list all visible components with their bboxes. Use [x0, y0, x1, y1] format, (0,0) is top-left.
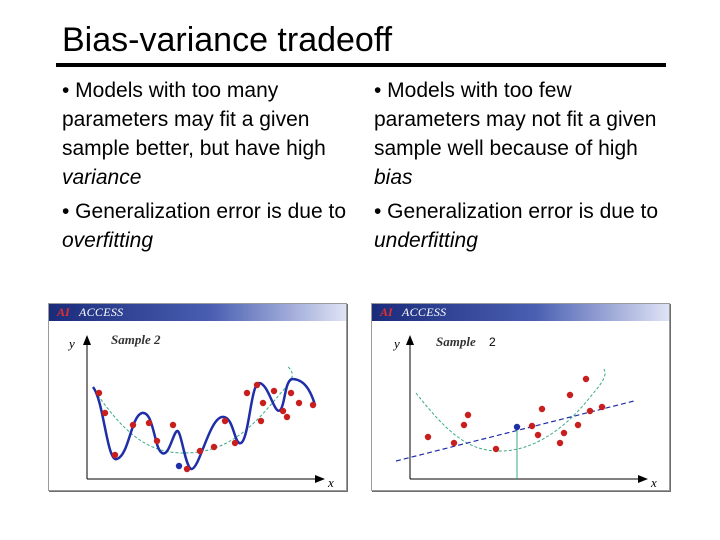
overfitting-figure: AI ACCESS y x Sample 2 — [48, 303, 347, 491]
data-point — [259, 399, 267, 407]
data-point — [598, 403, 606, 411]
linear-fit — [395, 400, 635, 462]
true-curve — [415, 368, 606, 452]
data-point — [309, 401, 317, 409]
figure-title-bar: AI ACCESS — [49, 304, 346, 321]
right-bullet-1: • Models with too few parameters may not… — [374, 79, 657, 189]
data-point — [556, 439, 564, 447]
sample-label: Sample 2 — [111, 332, 161, 347]
left-bullet-1: • Models with too many parameters may fi… — [62, 79, 326, 189]
data-point — [243, 389, 251, 397]
data-point — [560, 429, 568, 437]
data-point — [534, 431, 542, 439]
left-text-column: • Models with too many parameters may fi… — [62, 76, 362, 255]
true-curve — [94, 365, 293, 454]
access-logo: ACCESS — [402, 305, 447, 319]
data-point — [183, 465, 191, 473]
data-point — [221, 417, 229, 425]
highlight-point — [175, 462, 183, 470]
data-point — [450, 439, 458, 447]
ai-logo: AI — [57, 305, 70, 319]
data-point — [257, 417, 265, 425]
data-point — [111, 451, 119, 459]
data-point — [270, 387, 278, 395]
sample-number: 2 — [489, 335, 496, 349]
slide-title: Bias-variance tradeoff — [62, 21, 393, 59]
data-point — [210, 443, 218, 451]
data-point — [460, 421, 468, 429]
x-axis-label: x — [327, 475, 334, 490]
underfitting-plot: y x Sample 2 — [392, 334, 657, 490]
data-point — [464, 411, 472, 419]
data-point — [424, 433, 432, 441]
data-point — [586, 407, 594, 415]
x-axis-label: x — [650, 475, 657, 490]
sample-label: Sample — [436, 334, 476, 349]
data-point — [153, 437, 161, 445]
data-point — [538, 405, 546, 413]
data-point — [101, 409, 109, 417]
y-axis-label: y — [67, 336, 75, 351]
data-point — [283, 413, 291, 421]
underfitting-figure: AI ACCESS y x Sample 2 — [371, 303, 670, 491]
data-point — [129, 421, 137, 429]
data-point — [196, 447, 204, 455]
data-point — [574, 421, 582, 429]
data-point — [582, 375, 590, 383]
y-axis-label: y — [392, 336, 400, 351]
highlight-point — [513, 423, 521, 431]
right-text-column: • Models with too few parameters may not… — [374, 76, 674, 255]
data-point — [95, 389, 103, 397]
data-point — [295, 399, 303, 407]
x-axis-arrow — [315, 475, 325, 483]
data-point — [492, 445, 500, 453]
data-point — [253, 381, 261, 389]
data-point — [287, 389, 295, 397]
data-point — [145, 419, 153, 427]
y-axis-arrow — [406, 335, 414, 345]
data-point — [231, 439, 239, 447]
overfitting-plot: y x Sample 2 — [67, 332, 334, 490]
data-point — [566, 391, 574, 399]
access-logo: ACCESS — [79, 305, 124, 319]
ai-logo: AI — [380, 305, 393, 319]
left-bullet-2: • Generalization error is due to overfit… — [62, 200, 346, 252]
data-point — [169, 421, 177, 429]
data-point — [279, 407, 287, 415]
figure-title-bar: AI ACCESS — [372, 304, 669, 321]
y-axis-arrow — [83, 335, 91, 345]
right-bullet-2: • Generalization error is due to underfi… — [374, 200, 658, 252]
title-divider — [56, 63, 666, 67]
data-point — [528, 422, 536, 430]
x-axis-arrow — [638, 475, 648, 483]
